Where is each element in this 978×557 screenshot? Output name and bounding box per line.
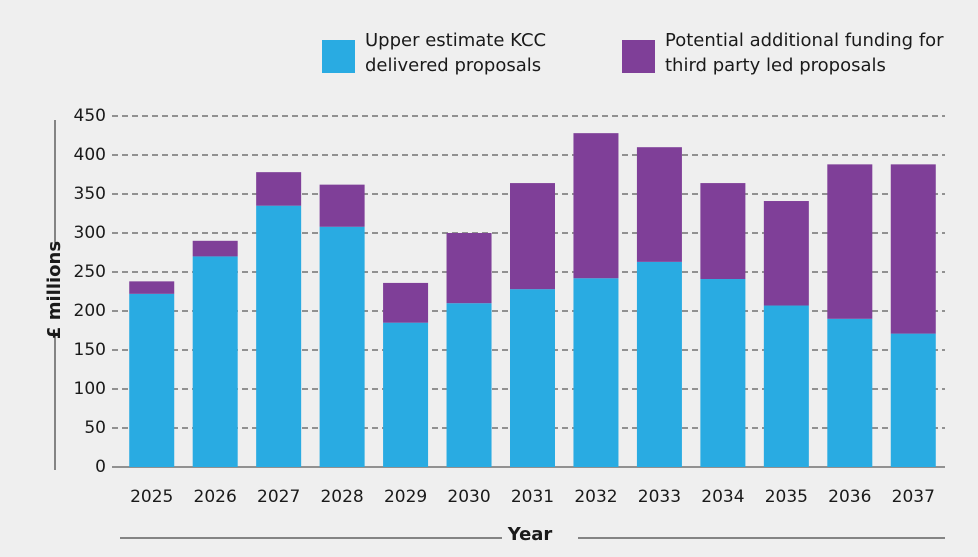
y-tick-label: 400 (74, 145, 106, 165)
x-tick-label: 2026 (194, 487, 237, 507)
x-tick-label: 2037 (892, 487, 935, 507)
x-tick-label: 2028 (320, 487, 363, 507)
y-tick-label: 150 (74, 340, 106, 360)
bar-segment (192, 256, 238, 467)
bar-segment (890, 333, 936, 467)
x-tick-label: 2036 (828, 487, 871, 507)
bar-segment (256, 205, 302, 467)
legend-entry: Potential additional funding for third p… (665, 30, 944, 76)
y-tick-label: 250 (74, 262, 106, 282)
bar-segment (763, 305, 809, 467)
bar-segment (319, 226, 365, 467)
bar-segment (383, 322, 429, 467)
bar-segment (763, 201, 809, 306)
y-tick-label: 450 (74, 106, 106, 126)
bar-segment (573, 278, 619, 467)
bar-segment (700, 183, 746, 280)
bar-segment (129, 293, 175, 467)
y-tick-label: 50 (84, 418, 106, 438)
y-tick-label: 100 (74, 379, 106, 399)
legend-swatch (322, 40, 355, 73)
bar-segment (700, 279, 746, 467)
x-tick-label: 2027 (257, 487, 300, 507)
y-axis-label: £ millions (44, 241, 65, 339)
bar-segment (636, 261, 682, 467)
bar-segment (256, 172, 302, 206)
y-tick-label: 200 (74, 301, 106, 321)
legend-label: Potential additional funding for third p… (665, 30, 944, 76)
y-tick-label: 300 (74, 223, 106, 243)
legend-swatch (622, 40, 655, 73)
bar-segment (510, 183, 555, 290)
x-tick-label: 2034 (701, 487, 744, 507)
bar-segment (129, 281, 175, 294)
bar-segment (827, 318, 873, 467)
bar-segment (573, 133, 619, 279)
legend-label: Upper estimate KCC delivered proposals (365, 30, 547, 76)
bar-segment (890, 164, 936, 334)
bar-segment (827, 164, 873, 319)
legend-entry: Upper estimate KCC delivered proposals (365, 30, 547, 76)
x-tick-label: 2035 (765, 487, 808, 507)
x-tick-label: 2030 (447, 487, 490, 507)
x-tick-label: 2033 (638, 487, 681, 507)
bar-segment (383, 282, 429, 323)
x-tick-label: 2029 (384, 487, 427, 507)
x-axis-label: Year (507, 524, 553, 545)
bar-segment (446, 303, 492, 467)
y-tick-label: 0 (95, 457, 106, 477)
bar-segment (636, 147, 682, 262)
bar-segment (510, 289, 555, 467)
x-tick-label: 2025 (130, 487, 173, 507)
y-tick-label: 350 (74, 184, 106, 204)
bar-segment (192, 240, 238, 257)
bar-segment (446, 233, 492, 304)
bar-segment (319, 184, 365, 227)
x-tick-label: 2032 (574, 487, 617, 507)
x-tick-label: 2031 (511, 487, 554, 507)
